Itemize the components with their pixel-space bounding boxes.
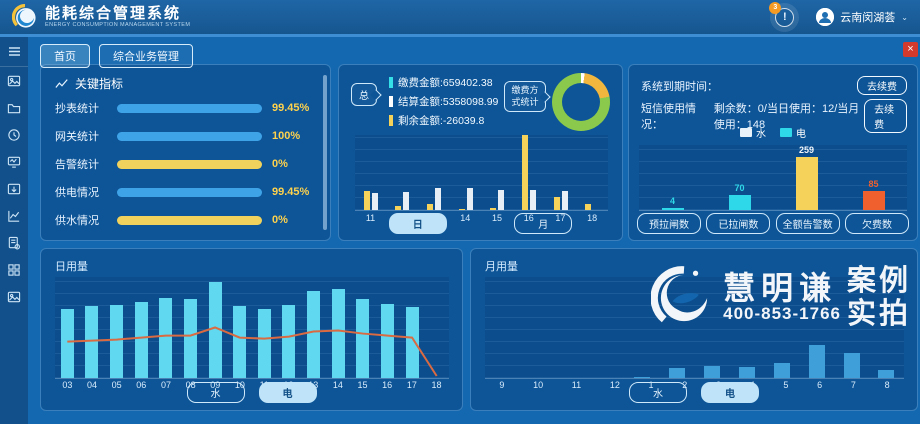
monitor-chart-icon[interactable]	[0, 148, 28, 175]
tab-bar: 首页 综合业务管理	[40, 44, 193, 68]
kpi-value: 99.45%	[272, 102, 310, 114]
system-status-panel: 系统到期时间： 去续费 短信使用情况： 剩余数：0/当日使用：12/当月使用：1…	[628, 64, 918, 241]
kpi-value: 0%	[272, 214, 288, 226]
payment-stat: 结算金额:5358098.99	[389, 94, 498, 109]
kpi-bar	[117, 187, 262, 197]
bubble-line1: 缴费方	[511, 85, 539, 95]
gallery-icon[interactable]	[0, 67, 28, 94]
monthly-usage-chart	[485, 277, 904, 379]
kpi-label: 告警统计	[55, 159, 99, 171]
kpi-value: 99.45%	[272, 186, 310, 198]
kpi-row: 抄表统计 99.45%	[41, 94, 330, 122]
water-elec-legend: 水 电	[629, 125, 917, 140]
app-title: 能耗综合管理系统	[45, 4, 182, 22]
stat-marker	[389, 96, 393, 107]
kpi-row: 告警统计 0%	[41, 150, 330, 178]
monthly-water-button[interactable]: 水	[629, 382, 687, 403]
daily-usage-title: 日用量	[55, 261, 88, 273]
water-legend-swatch	[740, 128, 752, 137]
monthly-usage-title: 月用量	[485, 261, 518, 273]
avatar	[816, 8, 835, 26]
kpi-label: 供水情况	[55, 215, 99, 227]
total-bubble: 总	[351, 83, 377, 106]
payment-bar-chart	[355, 135, 608, 211]
person-icon	[816, 8, 835, 26]
day-toggle-button[interactable]: 日	[388, 213, 447, 234]
monthly-elec-button[interactable]: 电	[701, 382, 759, 403]
daily-usage-panel: 日用量 03040506070809101112131415161718 水 电	[40, 248, 463, 411]
stat-label: 结算金额:5358098.99	[398, 96, 499, 108]
user-name: 云南闵湖荟	[840, 12, 896, 24]
payment-stat: 剩余金额:-26039.8	[389, 113, 498, 128]
cutoff-button[interactable]: 已拉闸数	[706, 213, 771, 234]
tab-business-management[interactable]: 综合业务管理	[99, 44, 193, 68]
app-logo-icon	[12, 4, 36, 28]
month-toggle-button[interactable]: 月	[514, 213, 573, 234]
elec-legend-swatch	[780, 128, 792, 137]
kpi-title: 关键指标	[75, 77, 124, 91]
chevron-down-icon: ⌄	[901, 12, 908, 22]
folder-icon[interactable]	[0, 94, 28, 121]
daily-elec-button[interactable]: 电	[258, 382, 317, 403]
download-folder-icon[interactable]	[0, 175, 28, 202]
kpi-row: 供电情况 99.45%	[41, 178, 330, 206]
daily-usage-chart	[55, 277, 449, 379]
kpi-bar	[117, 131, 262, 141]
renew-sms-button[interactable]: 去续费	[864, 99, 907, 133]
notification-icon[interactable]: ! 3	[769, 1, 795, 27]
corner-close-icon[interactable]: ×	[903, 42, 918, 57]
bubble-line2: 式统计	[511, 96, 539, 107]
payment-method-bubble: 缴费方 式统计	[504, 81, 546, 113]
apps-grid-icon[interactable]	[0, 256, 28, 283]
stat-marker	[389, 77, 393, 88]
report-settings-icon[interactable]	[0, 229, 28, 256]
arrears-button[interactable]: 欠费数	[844, 213, 909, 234]
alerts-bar-chart: 4 70 259 85	[639, 145, 907, 211]
elec-legend-label: 电	[796, 129, 806, 140]
line-chart-icon[interactable]	[0, 202, 28, 229]
sms-label: 短信使用情况：	[641, 103, 696, 131]
header-accent-strip	[0, 34, 920, 37]
user-menu[interactable]: 云南闵湖荟 ⌄	[816, 8, 908, 26]
exclamation-glyph: !	[782, 11, 787, 23]
scrollbar[interactable]	[323, 75, 327, 230]
notification-badge: 3	[769, 1, 782, 14]
daily-water-button[interactable]: 水	[186, 382, 245, 403]
kpi-bar	[117, 215, 262, 225]
renew-button[interactable]: 去续费	[857, 76, 907, 95]
kpi-bar	[117, 159, 262, 169]
payment-stat: 缴费金额:659402.38	[389, 75, 498, 90]
kpi-label: 供电情况	[55, 187, 99, 199]
image-icon[interactable]	[0, 283, 28, 310]
full-alert-button[interactable]: 全额告警数	[775, 213, 840, 234]
payment-stats-panel: 总 缴费金额:659402.38 结算金额:5358098.99 剩余金额:-2…	[338, 64, 623, 241]
sms-usage-value: 剩余数：0/当日使用：12/当月使用：148	[713, 103, 860, 131]
kpi-value: 100%	[272, 130, 301, 142]
kpi-label: 网关统计	[55, 131, 99, 143]
kpi-bar	[117, 103, 262, 113]
kpi-row: 网关统计 100%	[41, 122, 330, 150]
sidebar	[0, 37, 28, 424]
stat-label: 剩余金额:-26039.8	[398, 115, 485, 127]
stat-marker	[389, 115, 393, 126]
menu-icon[interactable]	[0, 37, 28, 67]
app-header: 能耗综合管理系统 ENERGY CONSUMPTION MANAGEMENT S…	[0, 0, 920, 34]
water-legend-label: 水	[756, 129, 766, 140]
trend-icon	[55, 78, 68, 88]
app-subtitle: ENERGY CONSUMPTION MANAGEMENT SYSTEM	[45, 22, 191, 29]
key-indicators-panel: 关键指标 抄表统计 99.45% 网关统计 100% 告警统计 0% 供电情况 …	[40, 64, 331, 241]
app-title-block: 能耗综合管理系统 ENERGY CONSUMPTION MANAGEMENT S…	[45, 4, 191, 29]
tab-home[interactable]: 首页	[40, 44, 90, 68]
donut-hole	[562, 83, 600, 121]
history-icon[interactable]	[0, 121, 28, 148]
pre-cutoff-button[interactable]: 预拉闸数	[637, 213, 701, 234]
kpi-label: 抄表统计	[55, 103, 99, 115]
kpi-value: 0%	[272, 158, 288, 170]
payment-stats-list: 缴费金额:659402.38 结算金额:5358098.99 剩余金额:-260…	[389, 75, 498, 132]
monthly-usage-panel: 月用量 910111212345678 水 电 慧明谦 400-853-1766…	[470, 248, 918, 411]
expire-label: 系统到期时间：	[641, 80, 718, 93]
kpi-row: 供水情况 0%	[41, 206, 330, 234]
stat-label: 缴费金额:659402.38	[398, 77, 493, 89]
